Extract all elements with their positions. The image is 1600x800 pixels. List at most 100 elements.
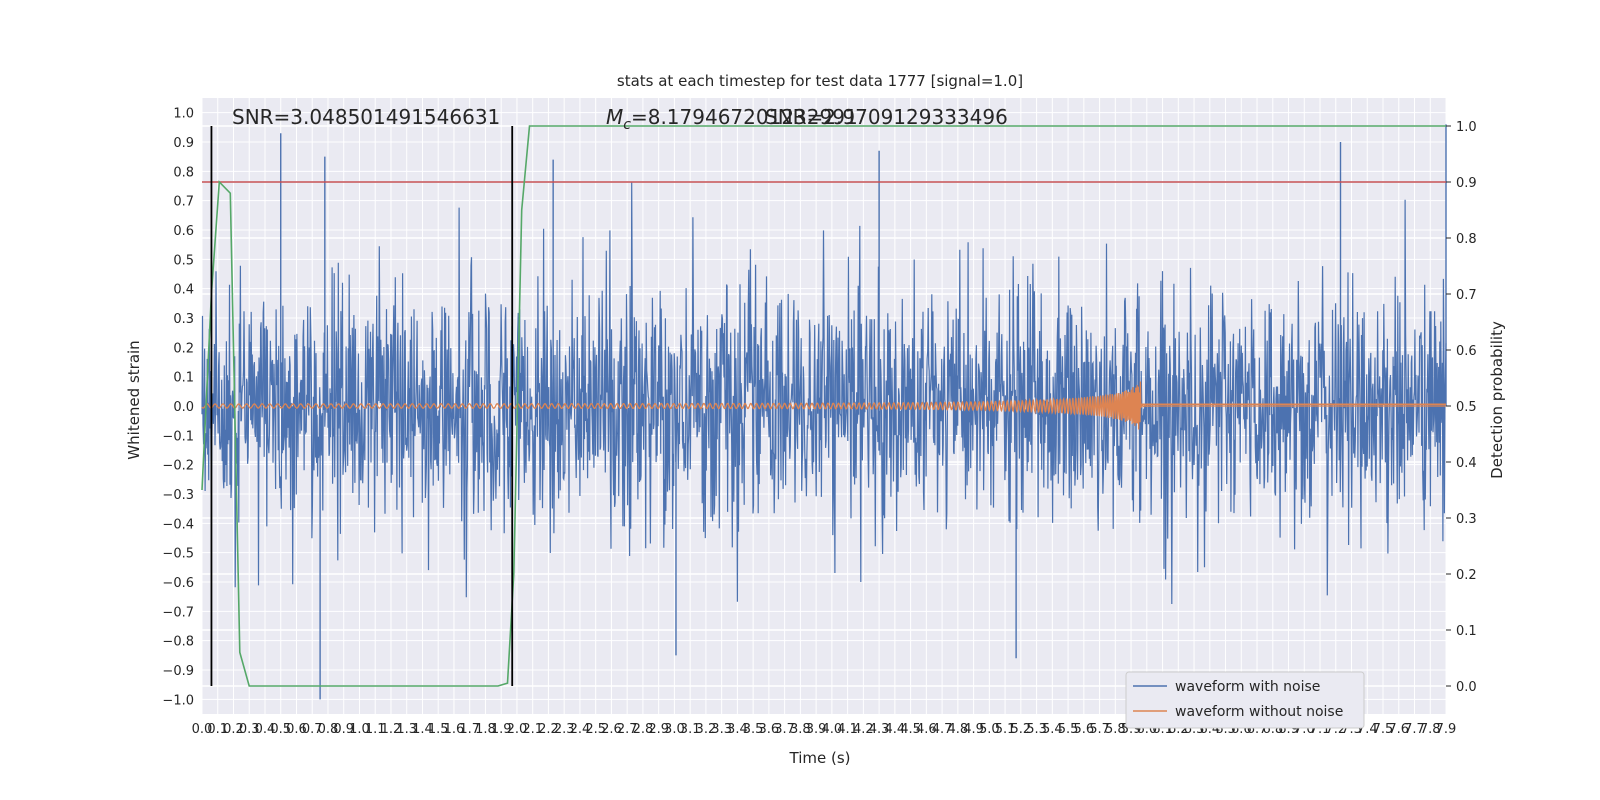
- x-tick-label: 5.0: [979, 722, 1000, 737]
- y-right-tick-label: 0.2: [1456, 568, 1477, 583]
- x-tick-label: 2.0: [507, 722, 528, 737]
- x-tick-label: 7.9: [1436, 722, 1457, 737]
- y-left-tick-label: −0.3: [162, 488, 194, 503]
- x-tick-label: 0.8: [318, 722, 339, 737]
- x-tick-label: 2.9: [648, 722, 669, 737]
- x-tick-label: 5.4: [1042, 722, 1063, 737]
- y-left-tick-label: 0.9: [173, 136, 194, 151]
- legend-label-noise: waveform with noise: [1175, 679, 1320, 695]
- y-left-tick-label: 0.3: [173, 312, 194, 327]
- x-tick-label: 1.0: [349, 722, 370, 737]
- x-tick-label: 1.3: [396, 722, 417, 737]
- x-tick-label: 1.8: [475, 722, 496, 737]
- x-tick-label: 0.1: [207, 722, 228, 737]
- x-axis-label: Time (s): [789, 749, 851, 767]
- y-right-tick-label: 0.6: [1456, 344, 1477, 359]
- noise-line: [201, 182, 1447, 605]
- x-tick-label: 5.1: [995, 722, 1016, 737]
- y-right-tick-label: 0.1: [1456, 624, 1477, 639]
- x-tick-label: 5.3: [1026, 722, 1047, 737]
- x-tick-label: 3.9: [806, 722, 827, 737]
- x-tick-label: 1.4: [412, 722, 433, 737]
- x-tick-label: 2.7: [617, 722, 638, 737]
- y-right-tick-label: 0.4: [1456, 456, 1477, 471]
- x-tick-label: 5.8: [1105, 722, 1126, 737]
- x-tick-label: 2.2: [538, 722, 559, 737]
- x-tick-label: 7.8: [1420, 722, 1441, 737]
- y-left-tick-label: −0.5: [162, 547, 194, 562]
- x-tick-label: 3.2: [696, 722, 717, 737]
- x-tick-label: 2.8: [633, 722, 654, 737]
- chirp-mass-subscript: c: [623, 117, 631, 133]
- x-tick-label: 5.6: [1073, 722, 1094, 737]
- y-right-tick-label: 0.0: [1456, 680, 1477, 695]
- x-tick-label: 7.5: [1373, 722, 1394, 737]
- y-left-tick-label: 0.1: [173, 371, 194, 386]
- y-right-axis-ticks: 1.0 0.9 0.8 0.7 0.6 0.5 0.4 0.3 0.2 0.1 0.0: [1446, 120, 1477, 695]
- x-tick-label: 3.5: [743, 722, 764, 737]
- x-tick-label: 0.6: [286, 722, 307, 737]
- y-left-tick-label: 0.6: [173, 224, 194, 239]
- x-tick-label: 1.1: [365, 722, 386, 737]
- y-left-tick-label: 0.0: [173, 400, 194, 415]
- y-left-tick-label: 1.0: [173, 107, 194, 122]
- x-tick-label: 4.9: [963, 722, 984, 737]
- chirp-mass-symbol: M: [606, 105, 623, 129]
- x-tick-label: 3.3: [711, 722, 732, 737]
- x-tick-label: 4.8: [948, 722, 969, 737]
- y-left-axis-ticks: 1.0 0.9 0.8 0.7 0.6 0.5 0.4 0.3 0.2 0.1 0.0 −0.1 −0.…: [162, 107, 194, 709]
- y-right-axis-label: Detection probability: [1488, 321, 1506, 479]
- series-waveform-without-noise: [201, 381, 1446, 430]
- x-tick-label: 2.5: [585, 722, 606, 737]
- x-tick-label: 4.1: [837, 722, 858, 737]
- x-tick-label: 5.5: [1058, 722, 1079, 737]
- x-tick-label: 2.3: [554, 722, 575, 737]
- x-tick-label: 1.9: [491, 722, 512, 737]
- y-left-tick-label: 0.7: [173, 195, 194, 210]
- overlapping-snr-annotation: SNR=2.9709129333496: [765, 105, 1008, 129]
- y-right-tick-label: 0.5: [1456, 400, 1477, 415]
- legend-label-clean: waveform without noise: [1175, 704, 1343, 720]
- x-tick-label: 3.8: [790, 722, 811, 737]
- x-tick-label: 1.6: [444, 722, 465, 737]
- series-detection-probability: [201, 125, 1446, 687]
- x-tick-label: 5.7: [1089, 722, 1110, 737]
- x-tick-label: 0.0: [192, 722, 213, 737]
- x-tick-label: 4.2: [853, 722, 874, 737]
- y-left-tick-label: −0.2: [162, 459, 194, 474]
- y-left-tick-label: 0.2: [173, 341, 194, 356]
- x-tick-label: 3.6: [759, 722, 780, 737]
- x-tick-label: 7.6: [1388, 722, 1409, 737]
- y-left-tick-label: 0.5: [173, 253, 194, 268]
- legend: waveform with noise waveform without noi…: [1125, 671, 1365, 729]
- y-left-tick-label: −0.8: [162, 635, 194, 650]
- chirp-line: [201, 381, 1446, 430]
- x-tick-label: 3.7: [774, 722, 795, 737]
- x-tick-label: 0.3: [239, 722, 260, 737]
- chirp-mass-value: =8.179467201232991: [631, 105, 858, 129]
- chirp-mass-annotation: Mc=8.179467201232991: [606, 105, 858, 133]
- x-tick-label: 4.7: [932, 722, 953, 737]
- y-right-tick-label: 0.7: [1456, 288, 1477, 303]
- x-tick-label: 4.3: [869, 722, 890, 737]
- y-left-axis-label: Whitened strain: [125, 340, 143, 459]
- y-left-tick-label: 0.8: [173, 165, 194, 180]
- x-tick-label: 0.5: [270, 722, 291, 737]
- x-tick-label: 1.7: [459, 722, 480, 737]
- x-tick-label: 4.0: [822, 722, 843, 737]
- y-left-tick-label: −0.1: [162, 429, 194, 444]
- x-tick-label: 3.1: [680, 722, 701, 737]
- chart-title: stats at each timestep for test data 177…: [617, 72, 1023, 90]
- y-left-tick-label: −1.0: [162, 693, 194, 708]
- x-tick-label: 7.7: [1404, 722, 1425, 737]
- snr-annotation: SNR=3.048501491546631: [232, 105, 500, 129]
- y-right-tick-label: 1.0: [1456, 120, 1477, 135]
- x-tick-label: 0.2: [223, 722, 244, 737]
- y-left-tick-label: −0.9: [162, 664, 194, 679]
- legend-box: [1125, 671, 1365, 729]
- x-tick-label: 2.1: [522, 722, 543, 737]
- y-left-tick-label: 0.4: [173, 283, 194, 298]
- x-tick-label: 1.5: [428, 722, 449, 737]
- series-waveform-with-noise: [201, 124, 1447, 700]
